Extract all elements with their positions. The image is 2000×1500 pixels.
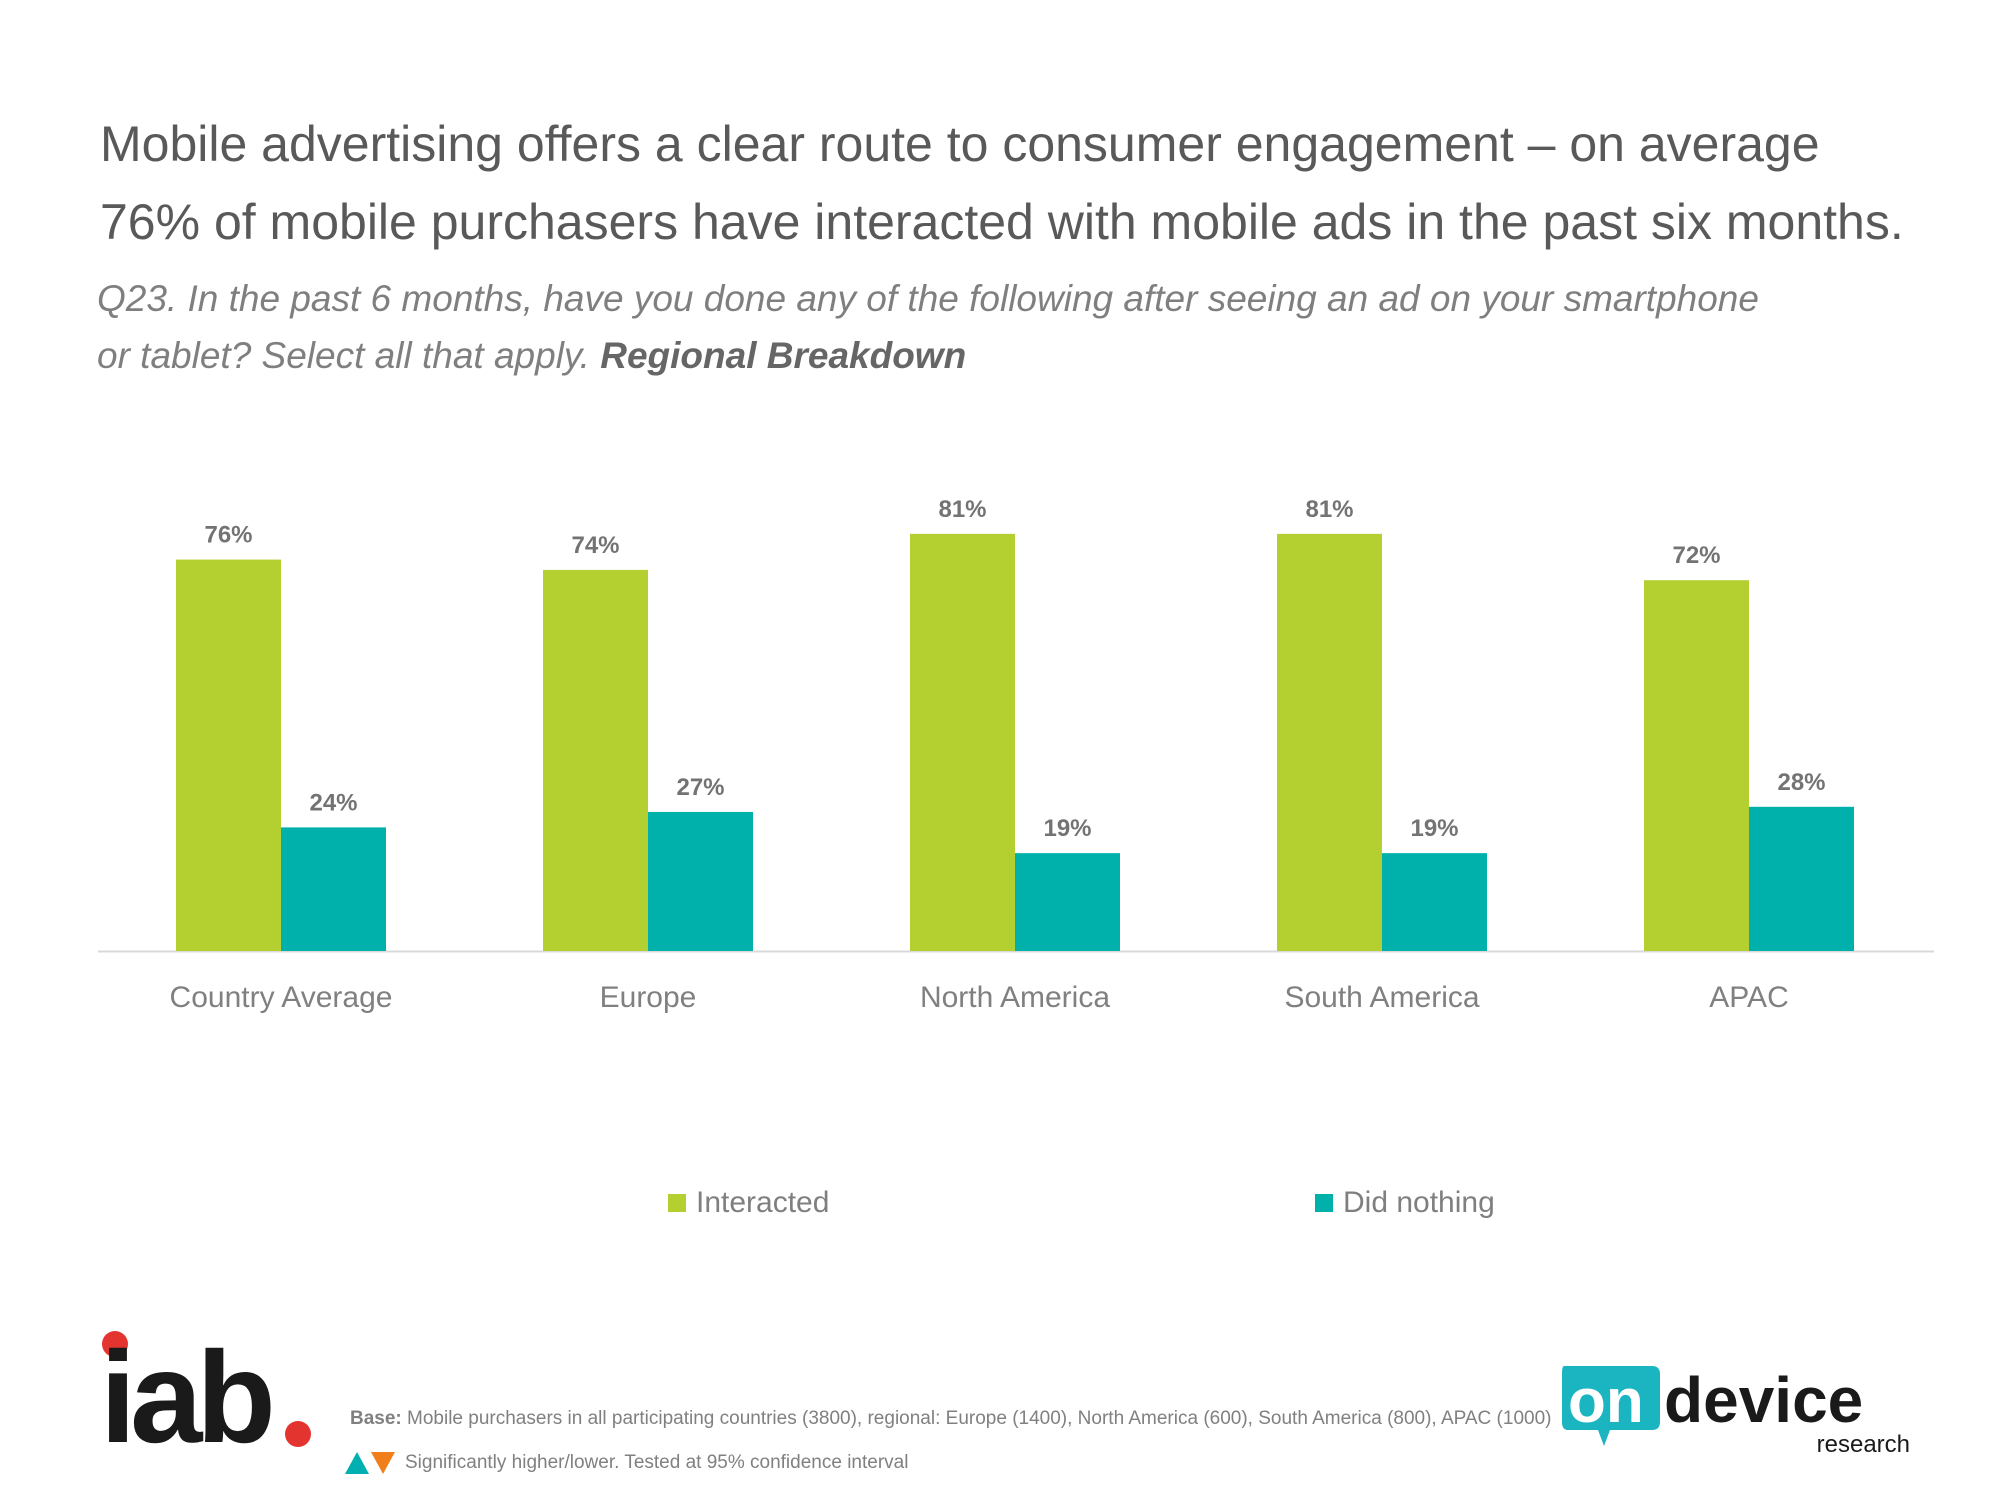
data-label-interacted-country-average: 76% xyxy=(204,522,252,549)
legend-label-did-nothing: Did nothing xyxy=(1343,1186,1495,1219)
bar-interacted-south-america xyxy=(1277,533,1382,951)
x-tick-label-south-america: South America xyxy=(1284,981,1479,1014)
data-label-did-nothing-north-america: 19% xyxy=(1043,815,1091,842)
iab-logo-dot xyxy=(102,1331,128,1357)
ondevice-logo-research: research xyxy=(1817,1431,1910,1458)
data-label-did-nothing-country-average: 24% xyxy=(309,789,357,816)
bar-interacted-north-america xyxy=(910,533,1015,951)
title-line-1: Mobile advertising offers a clear route … xyxy=(100,116,1820,172)
question-line-2-bold: Regional Breakdown xyxy=(600,335,967,376)
footer-significance-text: Significantly higher/lower. Tested at 95… xyxy=(405,1452,909,1473)
footer-base-label: Base: xyxy=(350,1408,402,1429)
bar-chart: 76% 24% Country Average 74% 27% Europe 81% 19% N… xyxy=(98,496,1934,1014)
question-text: Q23. In the past 6 months, have you done… xyxy=(97,270,1957,384)
title-line-2: 76% of mobile purchasers have interacted… xyxy=(100,194,1904,250)
x-tick-label-country-average: Country Average xyxy=(170,981,393,1014)
question-line-1: Q23. In the past 6 months, have you done… xyxy=(97,278,1759,319)
bar-interacted-europe xyxy=(543,569,648,951)
iab-logo-text: iab xyxy=(100,1330,271,1450)
up-triangle-icon xyxy=(345,1452,369,1474)
footer-base-text: Mobile purchasers in all participating c… xyxy=(401,1408,1552,1429)
data-label-did-nothing-apac: 28% xyxy=(1777,769,1825,796)
data-label-did-nothing-south-america: 19% xyxy=(1410,815,1458,842)
data-label-interacted-south-america: 81% xyxy=(1305,496,1353,523)
data-label-interacted-north-america: 81% xyxy=(938,496,986,523)
bar-interacted-country-average xyxy=(176,559,281,951)
page-title: Mobile advertising offers a clear route … xyxy=(100,105,1960,261)
ondevice-logo-device: device xyxy=(1664,1364,1863,1436)
x-tick-label-apac: APAC xyxy=(1709,981,1788,1014)
bar-interacted-apac xyxy=(1644,580,1749,951)
data-label-interacted-apac: 72% xyxy=(1672,542,1720,569)
ondevice-bubble-icon xyxy=(1562,1366,1660,1446)
bar-did-nothing-apac xyxy=(1749,806,1854,951)
legend-swatch-did-nothing xyxy=(1315,1194,1333,1212)
legend-label-interacted: Interacted xyxy=(696,1186,830,1219)
iab-logo-period xyxy=(285,1421,311,1447)
legend-item-did-nothing: Did nothing xyxy=(1315,1186,1495,1220)
bar-did-nothing-europe xyxy=(648,811,753,951)
iab-logo: iab xyxy=(100,1330,311,1450)
x-tick-label-north-america: North America xyxy=(920,981,1110,1014)
ondevice-logo: on device research xyxy=(1562,1364,1910,1458)
bar-did-nothing-country-average xyxy=(281,827,386,951)
footer-significance-note: Significantly higher/lower. Tested at 95… xyxy=(345,1452,908,1474)
legend-item-interacted: Interacted xyxy=(668,1186,829,1220)
footer-base-note: Base: Mobile purchasers in all participa… xyxy=(350,1408,1551,1430)
ondevice-logo-on: on xyxy=(1568,1367,1644,1436)
x-tick-label-europe: Europe xyxy=(600,981,697,1014)
data-label-interacted-europe: 74% xyxy=(571,532,619,559)
bar-did-nothing-north-america xyxy=(1015,853,1120,951)
data-label-did-nothing-europe: 27% xyxy=(676,774,724,801)
legend-swatch-interacted xyxy=(668,1194,686,1212)
question-line-2-prefix: or tablet? Select all that apply. xyxy=(97,335,601,376)
bar-did-nothing-south-america xyxy=(1382,853,1487,951)
down-triangle-icon xyxy=(371,1452,395,1474)
